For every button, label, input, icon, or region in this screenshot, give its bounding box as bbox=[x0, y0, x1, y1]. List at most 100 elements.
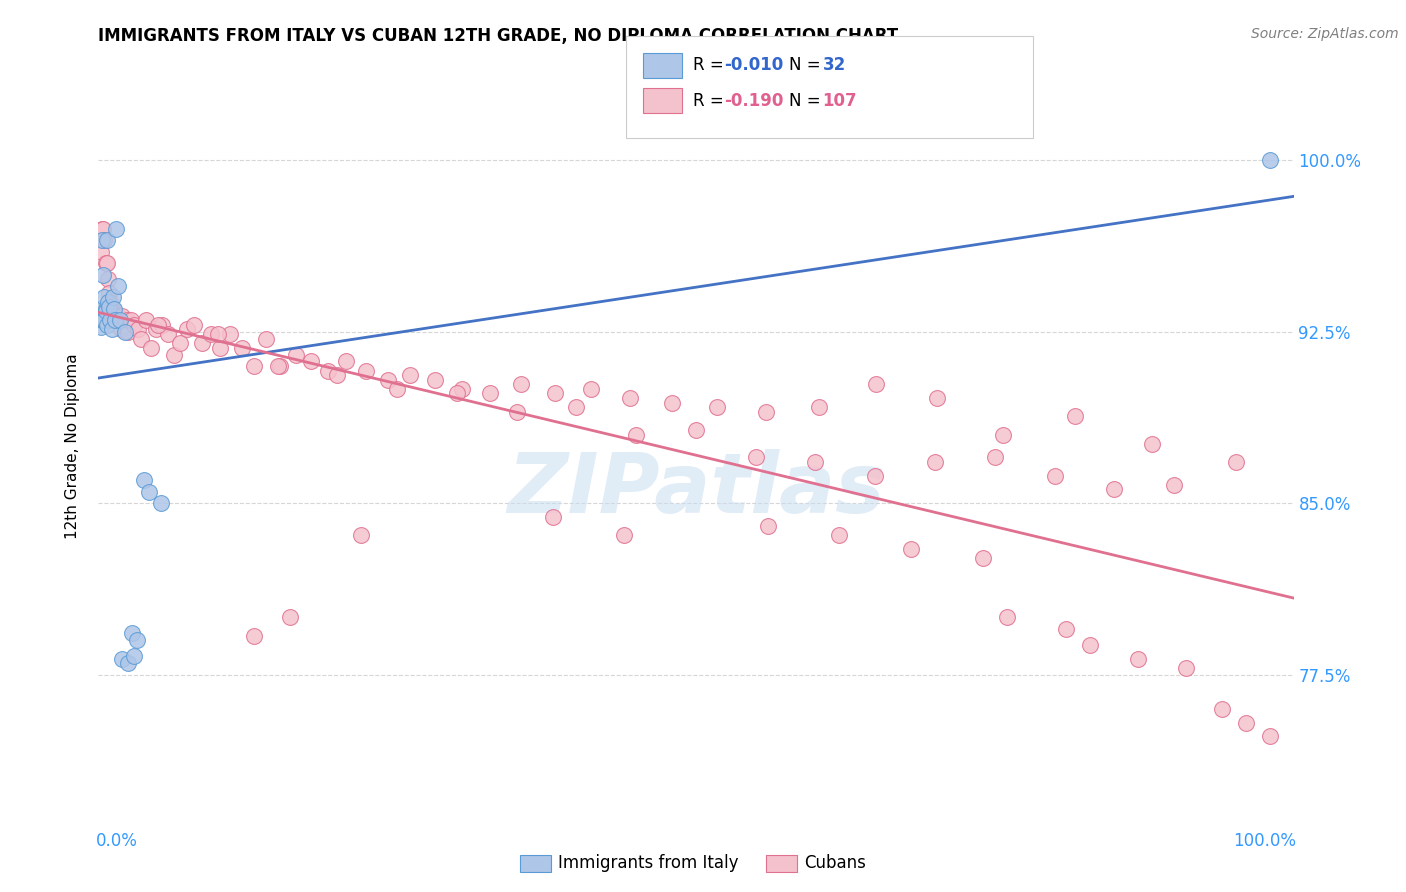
Point bbox=[101, 301, 124, 316]
Point bbox=[1234, 715, 1257, 730]
Point bbox=[91, 268, 114, 282]
Text: ZIPatlas: ZIPatlas bbox=[508, 450, 884, 531]
Point bbox=[100, 301, 122, 316]
Point bbox=[114, 318, 136, 332]
Text: R =: R = bbox=[693, 92, 730, 110]
Point bbox=[93, 233, 115, 247]
Point bbox=[104, 313, 127, 327]
Point bbox=[1211, 702, 1233, 716]
Point bbox=[107, 309, 129, 323]
Point bbox=[163, 347, 186, 362]
Text: 32: 32 bbox=[823, 56, 846, 74]
Point bbox=[148, 318, 170, 332]
Point bbox=[97, 272, 120, 286]
Point bbox=[278, 610, 301, 624]
Point bbox=[254, 332, 277, 346]
Point bbox=[91, 222, 114, 236]
Point bbox=[243, 359, 266, 373]
Point bbox=[200, 326, 222, 341]
Point bbox=[209, 341, 232, 355]
Point bbox=[98, 285, 121, 300]
Point bbox=[1142, 436, 1164, 450]
Point bbox=[1258, 729, 1281, 743]
Point bbox=[135, 313, 157, 327]
Point bbox=[326, 368, 349, 383]
Point bbox=[756, 519, 779, 533]
Point bbox=[107, 279, 129, 293]
Point bbox=[100, 322, 122, 336]
Text: 0.0%: 0.0% bbox=[96, 832, 138, 850]
Point bbox=[927, 391, 949, 405]
Point bbox=[169, 336, 191, 351]
Point bbox=[755, 405, 778, 419]
Point bbox=[399, 368, 422, 383]
Text: N =: N = bbox=[789, 56, 825, 74]
Point bbox=[156, 326, 179, 341]
Point bbox=[269, 359, 291, 373]
Point bbox=[1163, 478, 1185, 492]
Point bbox=[94, 304, 117, 318]
Point bbox=[94, 301, 117, 316]
Y-axis label: 12th Grade, No Diploma: 12th Grade, No Diploma bbox=[65, 353, 80, 539]
Point bbox=[96, 233, 118, 247]
Point bbox=[121, 626, 143, 640]
Point bbox=[98, 300, 121, 314]
Point bbox=[98, 295, 122, 310]
Point bbox=[98, 313, 122, 327]
Point bbox=[613, 528, 636, 542]
Point bbox=[183, 318, 205, 332]
Point bbox=[91, 313, 114, 327]
Point bbox=[425, 373, 447, 387]
Text: -0.010: -0.010 bbox=[724, 56, 783, 74]
Text: R =: R = bbox=[693, 56, 730, 74]
Point bbox=[243, 629, 266, 643]
Point bbox=[125, 633, 148, 648]
Point bbox=[1175, 661, 1198, 675]
Point bbox=[1056, 622, 1078, 636]
Point bbox=[479, 386, 502, 401]
Point bbox=[541, 509, 564, 524]
Point bbox=[91, 233, 114, 247]
Point bbox=[96, 318, 118, 332]
Point bbox=[385, 382, 409, 396]
Point bbox=[107, 313, 129, 327]
Point bbox=[132, 473, 155, 487]
Point bbox=[191, 336, 214, 351]
Point bbox=[828, 528, 851, 542]
Point bbox=[93, 313, 115, 327]
Point bbox=[446, 386, 468, 401]
Point bbox=[120, 313, 142, 327]
Point bbox=[94, 256, 117, 270]
Point bbox=[706, 400, 728, 414]
Point bbox=[316, 363, 339, 377]
Text: IMMIGRANTS FROM ITALY VS CUBAN 12TH GRADE, NO DIPLOMA CORRELATION CHART: IMMIGRANTS FROM ITALY VS CUBAN 12TH GRAD… bbox=[98, 27, 898, 45]
Text: -0.190: -0.190 bbox=[724, 92, 783, 110]
Point bbox=[1043, 468, 1066, 483]
Text: Cubans: Cubans bbox=[804, 855, 866, 872]
Point bbox=[745, 450, 768, 465]
Point bbox=[124, 318, 146, 332]
Point bbox=[1258, 153, 1281, 168]
Point bbox=[661, 395, 683, 409]
Point bbox=[804, 455, 827, 469]
Point bbox=[450, 382, 472, 396]
Point bbox=[176, 322, 198, 336]
Point bbox=[808, 400, 831, 414]
Point bbox=[354, 363, 377, 377]
Point bbox=[89, 301, 111, 316]
Point bbox=[111, 651, 134, 665]
Point bbox=[105, 313, 128, 327]
Point bbox=[97, 295, 120, 310]
Point bbox=[91, 222, 114, 236]
Point bbox=[506, 405, 529, 419]
Point bbox=[619, 391, 641, 405]
Point bbox=[579, 382, 602, 396]
Point bbox=[90, 320, 112, 334]
Point bbox=[114, 325, 136, 339]
Point bbox=[991, 427, 1014, 442]
Point bbox=[984, 450, 1007, 465]
Point bbox=[565, 400, 588, 414]
Point bbox=[299, 354, 322, 368]
Point bbox=[96, 256, 118, 270]
Point bbox=[131, 332, 153, 346]
